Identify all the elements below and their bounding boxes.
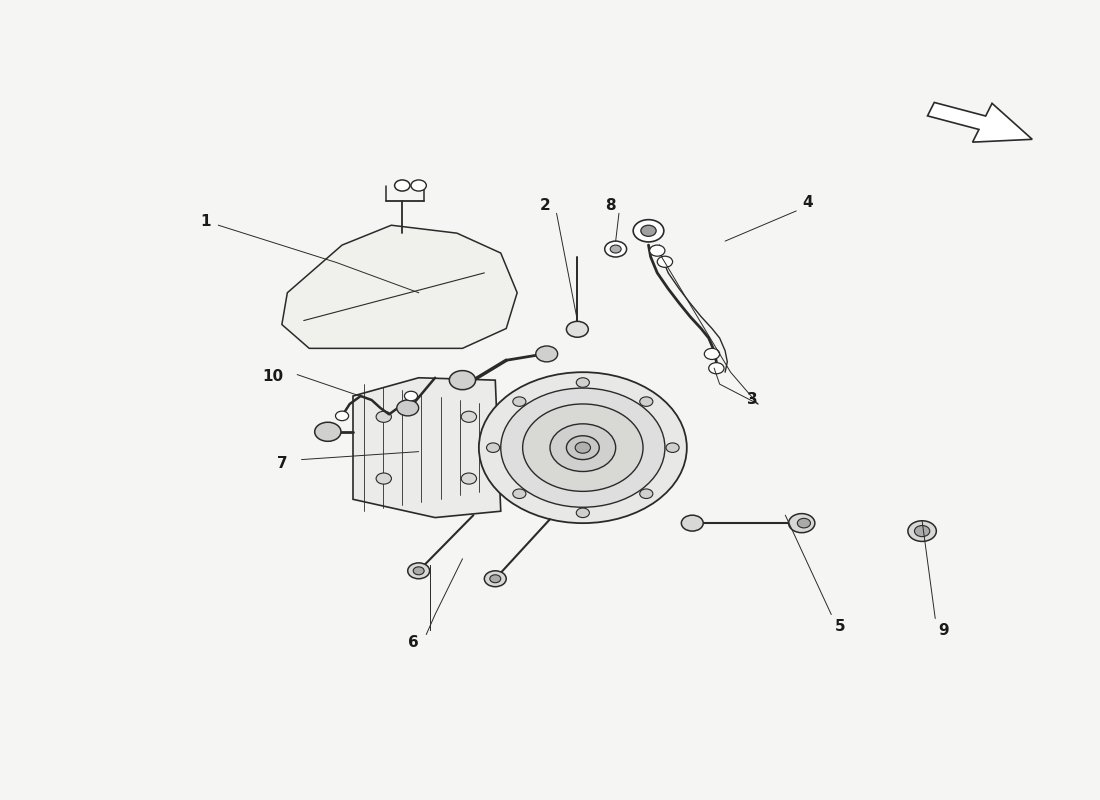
- Circle shape: [490, 574, 500, 582]
- Circle shape: [789, 514, 815, 533]
- Circle shape: [461, 473, 476, 484]
- Circle shape: [405, 391, 418, 401]
- Circle shape: [704, 348, 719, 359]
- Circle shape: [798, 518, 811, 528]
- Circle shape: [634, 220, 663, 242]
- Circle shape: [486, 443, 499, 453]
- Circle shape: [513, 489, 526, 498]
- Circle shape: [376, 411, 392, 422]
- Circle shape: [414, 567, 425, 574]
- Circle shape: [449, 370, 475, 390]
- Circle shape: [681, 515, 703, 531]
- Circle shape: [376, 473, 392, 484]
- Circle shape: [576, 508, 590, 518]
- Circle shape: [411, 180, 427, 191]
- Circle shape: [484, 571, 506, 586]
- Text: 6: 6: [408, 635, 419, 650]
- Text: 8: 8: [605, 198, 616, 213]
- Polygon shape: [282, 226, 517, 348]
- Circle shape: [397, 400, 419, 416]
- Circle shape: [566, 322, 588, 338]
- Circle shape: [641, 226, 657, 236]
- Circle shape: [461, 411, 476, 422]
- Text: 3: 3: [747, 393, 758, 407]
- Circle shape: [408, 563, 430, 578]
- Circle shape: [395, 180, 410, 191]
- Text: 7: 7: [276, 456, 287, 471]
- Text: 10: 10: [263, 369, 284, 384]
- Circle shape: [640, 489, 653, 498]
- Circle shape: [666, 443, 679, 453]
- Polygon shape: [927, 102, 1032, 142]
- Circle shape: [708, 362, 724, 374]
- Circle shape: [658, 256, 672, 267]
- Text: 9: 9: [938, 623, 949, 638]
- Circle shape: [336, 411, 349, 421]
- Text: 1: 1: [200, 214, 210, 229]
- Circle shape: [650, 245, 664, 256]
- Circle shape: [576, 378, 590, 387]
- Circle shape: [315, 422, 341, 442]
- Text: 5: 5: [835, 619, 845, 634]
- Circle shape: [478, 372, 686, 523]
- Circle shape: [640, 397, 653, 406]
- Text: 4: 4: [802, 195, 813, 210]
- Text: 2: 2: [540, 198, 551, 213]
- Circle shape: [914, 526, 929, 537]
- Polygon shape: [353, 378, 500, 518]
- Circle shape: [610, 245, 621, 253]
- Circle shape: [500, 388, 664, 507]
- Circle shape: [522, 404, 644, 491]
- Circle shape: [566, 436, 600, 459]
- Circle shape: [550, 424, 616, 471]
- Circle shape: [605, 241, 627, 257]
- Circle shape: [536, 346, 558, 362]
- Circle shape: [513, 397, 526, 406]
- Circle shape: [908, 521, 936, 542]
- Circle shape: [575, 442, 591, 454]
